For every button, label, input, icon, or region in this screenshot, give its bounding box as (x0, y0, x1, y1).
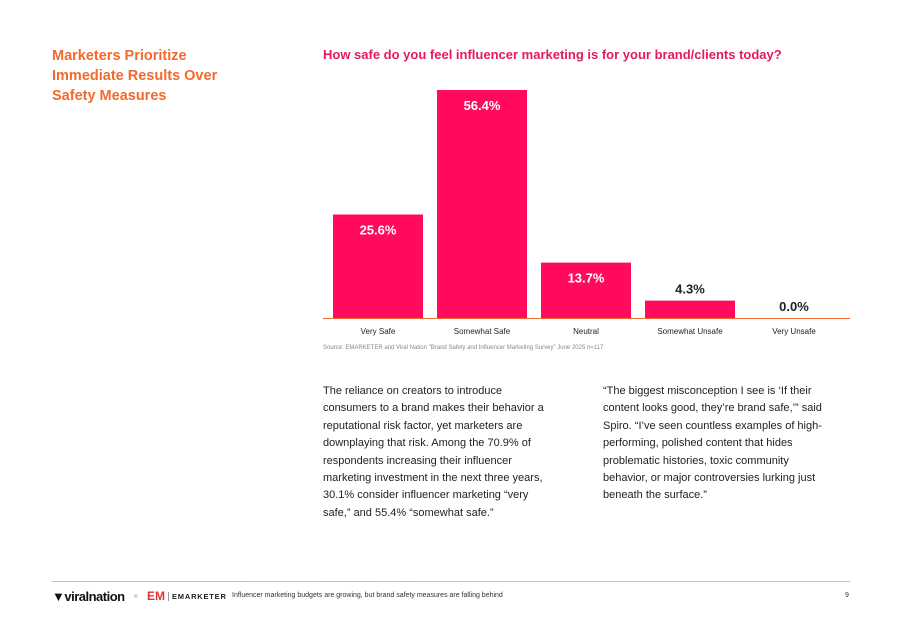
x-tick-label: Neutral (573, 327, 599, 336)
viral-nation-logo: ▼viralnation (52, 589, 125, 604)
emarketer-logo: EMARKETER (168, 592, 227, 601)
bar (645, 300, 735, 318)
bar (541, 262, 631, 318)
data-label: 13.7% (568, 271, 605, 286)
logo-separator: × (133, 591, 139, 601)
x-tick-label: Somewhat Unsafe (657, 327, 723, 336)
body-text-right: “The biggest misconception I see is ‘If … (603, 385, 822, 502)
data-label: 0.0% (779, 299, 809, 314)
footer-divider (52, 581, 850, 582)
bar-chart: 25.6% Very Safe 56.4% Somewhat Safe 13.7% Neu… (323, 90, 850, 336)
bar (333, 214, 423, 318)
data-label: 25.6% (360, 223, 397, 238)
side-title: Marketers Prioritize Immediate Results O… (52, 48, 218, 104)
x-tick-label: Very Safe (361, 327, 396, 336)
footer-text: Influencer marketing budgets are growing… (232, 592, 503, 599)
data-label: 4.3% (675, 282, 705, 297)
x-tick-label: Very Unsafe (772, 327, 816, 336)
source-note: Source: EMARKETER and Viral Nation "Bran… (323, 345, 604, 351)
bar (437, 90, 527, 318)
page-number: 9 (845, 592, 849, 599)
x-tick-label: Somewhat Safe (454, 327, 511, 336)
chart-title: How safe do you feel influencer marketin… (323, 47, 782, 62)
body-text-left: The reliance on creators to introduce co… (323, 385, 544, 519)
em-logo: EM (147, 589, 165, 603)
data-label: 56.4% (464, 98, 501, 113)
